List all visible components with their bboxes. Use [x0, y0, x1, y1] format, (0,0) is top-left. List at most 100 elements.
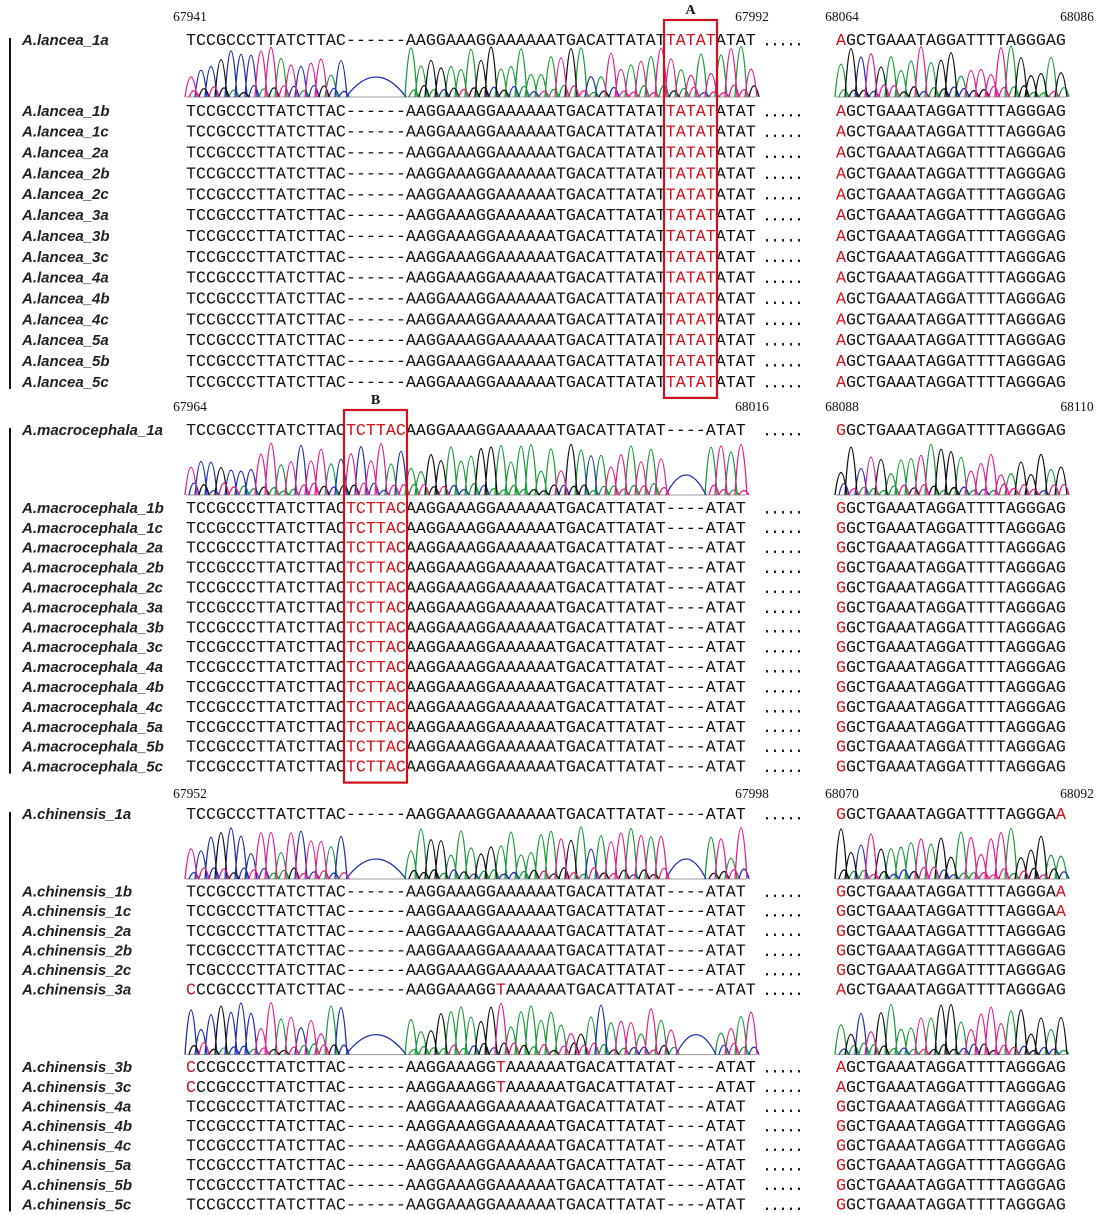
- sequence-part: TCCGCCCTTATCTTAC------AAGGAAAGGAAAAAATGA…: [186, 124, 666, 143]
- sample-name: A.chinensis_2a: [21, 923, 131, 940]
- gap-dots: .....: [762, 374, 802, 393]
- sequence: TCCGCCCTTATCTTACTCTTACAAGGAAAGGAAAAAATGA…: [186, 699, 746, 718]
- sequence: GGCTGAAATAGGATTTTAGGGAG: [836, 679, 1066, 698]
- gap-dots: .....: [762, 982, 802, 1001]
- sequence-part: GCTGAAATAGGATTTTAGGGAG: [846, 228, 1066, 247]
- sample-name: A.macrocephala_1a: [21, 422, 163, 439]
- highlighted-base: TCTTAC: [346, 560, 406, 579]
- gap-dots: .....: [762, 580, 802, 599]
- sample-name: A.chinensis_3a: [21, 982, 131, 999]
- highlighted-base: TCTTAC: [346, 759, 406, 778]
- highlighted-base: A: [836, 187, 846, 206]
- gap-dots: .....: [762, 560, 802, 579]
- sequence: TCCGCCCTTATCTTAC------AAGGAAAGGAAAAAATGA…: [186, 1099, 746, 1118]
- highlighted-base: A: [836, 124, 846, 143]
- sequence-part: TCCGCCCTTATCTTAC: [186, 600, 346, 619]
- sequence: GGCTGAAATAGGATTTTAGGGAG: [836, 1177, 1066, 1196]
- sample-name: A.lancea_2b: [21, 165, 110, 182]
- sequence-part: TCCGCCCTTATCTTAC: [186, 500, 346, 519]
- sequence-part: AAGGAAAGGAAAAAATGACATTATAT----ATAT: [406, 500, 746, 519]
- sequence: AGCTGAAATAGGATTTTAGGGAG: [836, 353, 1066, 372]
- highlighted-base: A: [836, 312, 846, 331]
- sequence-part: TCCGCCCTTATCTTAC------AAGGAAAGGAAAAAATGA…: [186, 1177, 746, 1196]
- sequence-part: GCTGAAATAGGATTTTAGGGAG: [846, 759, 1066, 778]
- sequence: GGCTGAAATAGGATTTTAGGGAG: [836, 699, 1066, 718]
- sequence: TCCGCCCTTATCTTACTCTTACAAGGAAAGGAAAAAATGA…: [186, 500, 746, 519]
- gap-dots: .....: [762, 1079, 802, 1098]
- sequence-part: TCCGCCCTTATCTTAC------AAGGAAAGGAAAAAATGA…: [186, 353, 666, 372]
- highlighted-base: A: [836, 145, 846, 164]
- sample-name: A.lancea_4c: [21, 311, 109, 328]
- sequence: TCCGCCCTTATCTTAC------AAGGAAAGGAAAAAATGA…: [186, 145, 756, 164]
- sequence-part: TCCGCCCTTATCTTAC: [186, 520, 346, 539]
- sequence: AGCTGAAATAGGATTTTAGGGAG: [836, 32, 1066, 51]
- sequence: GGCTGAAATAGGATTTTAGGGAG: [836, 1118, 1066, 1137]
- highlighted-base: TCTTAC: [346, 660, 406, 679]
- gap-dots: .....: [762, 806, 802, 825]
- position-label: 67941: [173, 9, 207, 24]
- highlighted-base: A: [836, 208, 846, 227]
- sequence: TCCGCCCTTATCTTAC------AAGGAAAGGAAAAAATGA…: [186, 806, 746, 825]
- highlighted-base: A: [836, 1060, 846, 1079]
- sample-name: A.chinensis_2c: [21, 962, 132, 979]
- gap-dots: .....: [762, 640, 802, 659]
- sequence: TCCGCCCTTATCTTACTCTTACAAGGAAAGGAAAAAATGA…: [186, 739, 746, 758]
- sequence-part: TCCGCCCTTATCTTAC------AAGGAAAGGAAAAAATGA…: [186, 333, 666, 352]
- sample-name: A.macrocephala_5c: [21, 759, 164, 776]
- sequence-part: GCTGAAATAGGATTTTAGGGAG: [846, 208, 1066, 227]
- sequence-part: GCTGAAATAGGATTTTAGGGAG: [846, 560, 1066, 579]
- sequence-part: TCCGCCCTTATCTTAC------AAGGAAAGGAAAAAATGA…: [186, 103, 666, 122]
- sequence-part: CCGCCCTTATCTTAC------AAGGAAAGG: [196, 1079, 496, 1098]
- sample-name: A.lancea_1b: [21, 103, 110, 120]
- sample-name: A.macrocephala_4c: [21, 699, 164, 716]
- sequence-part: GCTGAAATAGGATTTTAGGGA: [846, 806, 1056, 825]
- sequence: AGCTGAAATAGGATTTTAGGGAG: [836, 249, 1066, 268]
- sequence: TCCGCCCTTATCTTACTCTTACAAGGAAAGGAAAAAATGA…: [186, 560, 746, 579]
- sequence-part: GCTGAAATAGGATTTTAGGGAG: [846, 1177, 1066, 1196]
- sequence-part: TCGCCCCTTATCTTAC------AAGGAAAGGAAAAAATGA…: [186, 962, 746, 981]
- sequence: AGCTGAAATAGGATTTTAGGGAG: [836, 270, 1066, 289]
- highlighted-base: G: [836, 923, 846, 942]
- gap-dots: .....: [762, 187, 802, 206]
- sequence-part: AAGGAAAGGAAAAAATGACATTATAT----ATAT: [406, 640, 746, 659]
- sequence: GGCTGAAATAGGATTTTAGGGAG: [836, 660, 1066, 679]
- sequence-part: TCCGCCCTTATCTTAC------AAGGAAAGGAAAAAATGA…: [186, 291, 666, 310]
- sequence-part: AAGGAAAGGAAAAAATGACATTATAT----ATAT: [406, 739, 746, 758]
- sequence-part: TCCGCCCTTATCTTAC: [186, 620, 346, 639]
- highlighted-base: G: [836, 580, 846, 599]
- sequence-part: GCTGAAATAGGATTTTAGGGAG: [846, 1118, 1066, 1137]
- highlighted-base: G: [836, 1138, 846, 1157]
- sequence-part: GCTGAAATAGGATTTTAGGGA: [846, 904, 1056, 923]
- sequence: GGCTGAAATAGGATTTTAGGGAA: [836, 904, 1066, 923]
- trace-peaks: [215, 833, 729, 879]
- sequence: GGCTGAAATAGGATTTTAGGGAG: [836, 1197, 1066, 1215]
- gap-dots: .....: [762, 145, 802, 164]
- sequence-part: TCCGCCCTTATCTTAC: [186, 699, 346, 718]
- highlighted-base: G: [836, 1118, 846, 1137]
- gap-dots: .....: [762, 228, 802, 247]
- sequence-part: ATAT: [716, 291, 756, 310]
- highlighted-base: G: [836, 540, 846, 559]
- sequence-part: AAGGAAAGGAAAAAATGACATTATAT----ATAT: [406, 660, 746, 679]
- sequence-part: TCCGCCCTTATCTTAC------AAGGAAAGGAAAAAATGA…: [186, 187, 666, 206]
- sequence-part: ATAT: [716, 103, 756, 122]
- sequence: GGCTGAAATAGGATTTTAGGGAG: [836, 962, 1066, 981]
- highlighted-base: TATAT: [666, 208, 716, 227]
- sequence-part: TCCGCCCTTATCTTAC------AAGGAAAGGAAAAAATGA…: [186, 249, 666, 268]
- sequence-part: GCTGAAATAGGATTTTAGGGAG: [846, 1060, 1066, 1079]
- gap-dots: .....: [762, 500, 802, 519]
- highlighted-base: A: [836, 1079, 846, 1098]
- position-label: 67964: [173, 399, 207, 414]
- sequence-part: TCCGCCCTTATCTTAC------AAGGAAAGGAAAAAATGA…: [186, 312, 666, 331]
- sequence: GGCTGAAATAGGATTTTAGGGAG: [836, 640, 1066, 659]
- position-label: 68064: [825, 9, 859, 24]
- sequence-part: TCCGCCCTTATCTTAC: [186, 739, 346, 758]
- sample-name: A.lancea_3a: [21, 207, 109, 224]
- sample-name: A.macrocephala_5b: [21, 739, 164, 756]
- sequence-part: GCTGAAATAGGATTTTAGGGAG: [846, 249, 1066, 268]
- highlighted-base: A: [836, 103, 846, 122]
- sample-name: A.lancea_5b: [21, 353, 110, 370]
- gap-dots: .....: [762, 291, 802, 310]
- gap-dots: .....: [762, 759, 802, 778]
- highlighted-base: C: [186, 1060, 196, 1079]
